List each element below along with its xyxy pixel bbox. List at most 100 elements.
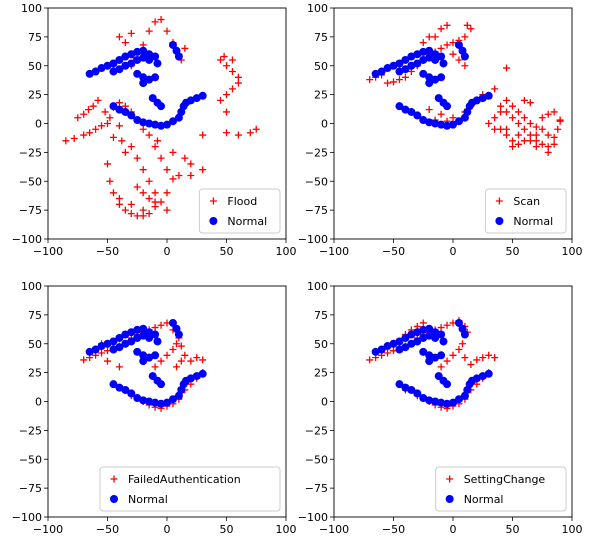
- attack-point: [153, 137, 161, 145]
- normal-point: [407, 385, 416, 394]
- attack-point: [467, 361, 475, 369]
- x-tick-label: −100: [319, 245, 349, 258]
- y-tick-label: −75: [19, 482, 42, 495]
- attack-point: [443, 357, 451, 365]
- plot-area: [62, 16, 260, 220]
- attack-point: [437, 25, 445, 33]
- attack-point: [181, 44, 189, 52]
- attack-point: [157, 357, 165, 365]
- attack-point: [157, 198, 165, 206]
- attack-point: [151, 143, 159, 151]
- attack-point: [151, 363, 159, 371]
- attack-point: [163, 166, 171, 174]
- attack-point: [479, 354, 487, 362]
- x-tick-label: −50: [96, 245, 119, 258]
- attack-point: [538, 140, 546, 148]
- normal-point: [454, 117, 463, 126]
- attack-point: [145, 210, 153, 218]
- normal-point: [484, 91, 493, 100]
- legend-marker: [446, 475, 454, 483]
- normal-point: [115, 65, 124, 74]
- y-tick-label: −25: [19, 146, 42, 159]
- attack-point: [151, 198, 159, 206]
- normal-point: [425, 79, 434, 88]
- y-tick-label: 100: [21, 280, 42, 293]
- attack-point: [491, 85, 499, 93]
- normal-point: [419, 47, 428, 56]
- attack-point: [520, 96, 528, 104]
- legend-marker: [110, 495, 118, 503]
- attack-point: [173, 363, 181, 371]
- attack-point: [115, 195, 123, 203]
- attack-point: [449, 39, 457, 47]
- attack-point: [139, 166, 147, 174]
- normal-point: [198, 91, 207, 100]
- attack-point: [145, 195, 153, 203]
- normal-point: [133, 69, 142, 78]
- attack-point: [437, 363, 445, 371]
- legend-frame: [99, 466, 281, 512]
- normal-point: [145, 55, 154, 64]
- attack-point: [173, 340, 181, 348]
- x-tick-label: 50: [506, 245, 520, 258]
- scatter-panel-3: −100 −50 0 50 100 100 75 50 25 0 −25 −50 −75 −100 Fail…: [12, 280, 297, 536]
- y-tick-label: 25: [28, 89, 42, 102]
- x-tick-label: 50: [220, 523, 234, 536]
- legend-label: SettingChange: [464, 473, 546, 486]
- attack-point: [199, 131, 207, 139]
- attack-point: [554, 125, 562, 133]
- normal-point: [437, 120, 446, 129]
- normal-point: [127, 111, 136, 120]
- legend-marker: [209, 217, 218, 225]
- attack-point: [199, 166, 207, 174]
- attack-point: [550, 140, 558, 148]
- normal-point: [163, 398, 171, 407]
- normal-point: [139, 79, 148, 88]
- legend-label: Scan: [513, 195, 540, 208]
- y-tick-label: −100: [298, 511, 328, 524]
- attack-point: [419, 319, 427, 327]
- attack-point: [62, 137, 70, 145]
- attack-point: [532, 123, 540, 131]
- normal-point: [401, 65, 410, 74]
- attack-point: [544, 148, 552, 156]
- attack-point: [139, 125, 147, 133]
- attack-point: [526, 99, 534, 107]
- normal-point: [434, 94, 443, 103]
- attack-point: [139, 206, 147, 214]
- attack-point: [193, 354, 201, 362]
- legend: FailedAuthentication Normal: [99, 466, 281, 512]
- normal-point: [443, 399, 452, 408]
- normal-point: [449, 398, 457, 407]
- x-tick-label: 0: [450, 523, 457, 536]
- attack-point: [509, 143, 516, 151]
- attack-point: [151, 18, 159, 26]
- attack-point: [217, 96, 225, 104]
- legend: Flood Normal: [198, 188, 281, 234]
- attack-point: [449, 114, 457, 122]
- scatter-panel-1: −100 −50 0 50 100 100 75 50 25 0 −25 −50 −75 −100 Floo…: [12, 2, 297, 258]
- attack-point: [497, 108, 505, 116]
- scatter-panel-2: −100 −50 0 50 100 100 75 50 25 0 −25 −50 −75 −100 Scan…: [298, 2, 583, 258]
- normal-point: [153, 59, 162, 68]
- normal-point: [425, 46, 434, 55]
- legend: Scan Normal: [484, 188, 567, 234]
- attack-point: [491, 114, 499, 122]
- y-tick-label: −50: [305, 175, 328, 188]
- attack-point: [181, 351, 189, 359]
- legend-marker: [209, 197, 217, 205]
- y-tick-label: −75: [305, 204, 328, 217]
- y-tick-label: −50: [19, 453, 42, 466]
- attack-point: [485, 351, 493, 359]
- normal-point: [460, 52, 469, 61]
- x-tick-label: −100: [319, 523, 349, 536]
- attack-point: [80, 131, 88, 139]
- attack-point: [461, 33, 469, 41]
- legend-label: Normal: [513, 215, 553, 228]
- normal-point: [127, 337, 136, 346]
- normal-point: [145, 119, 154, 128]
- attack-point: [106, 177, 114, 185]
- attack-point: [118, 137, 126, 145]
- attack-point: [101, 108, 109, 116]
- attack-point: [169, 346, 177, 354]
